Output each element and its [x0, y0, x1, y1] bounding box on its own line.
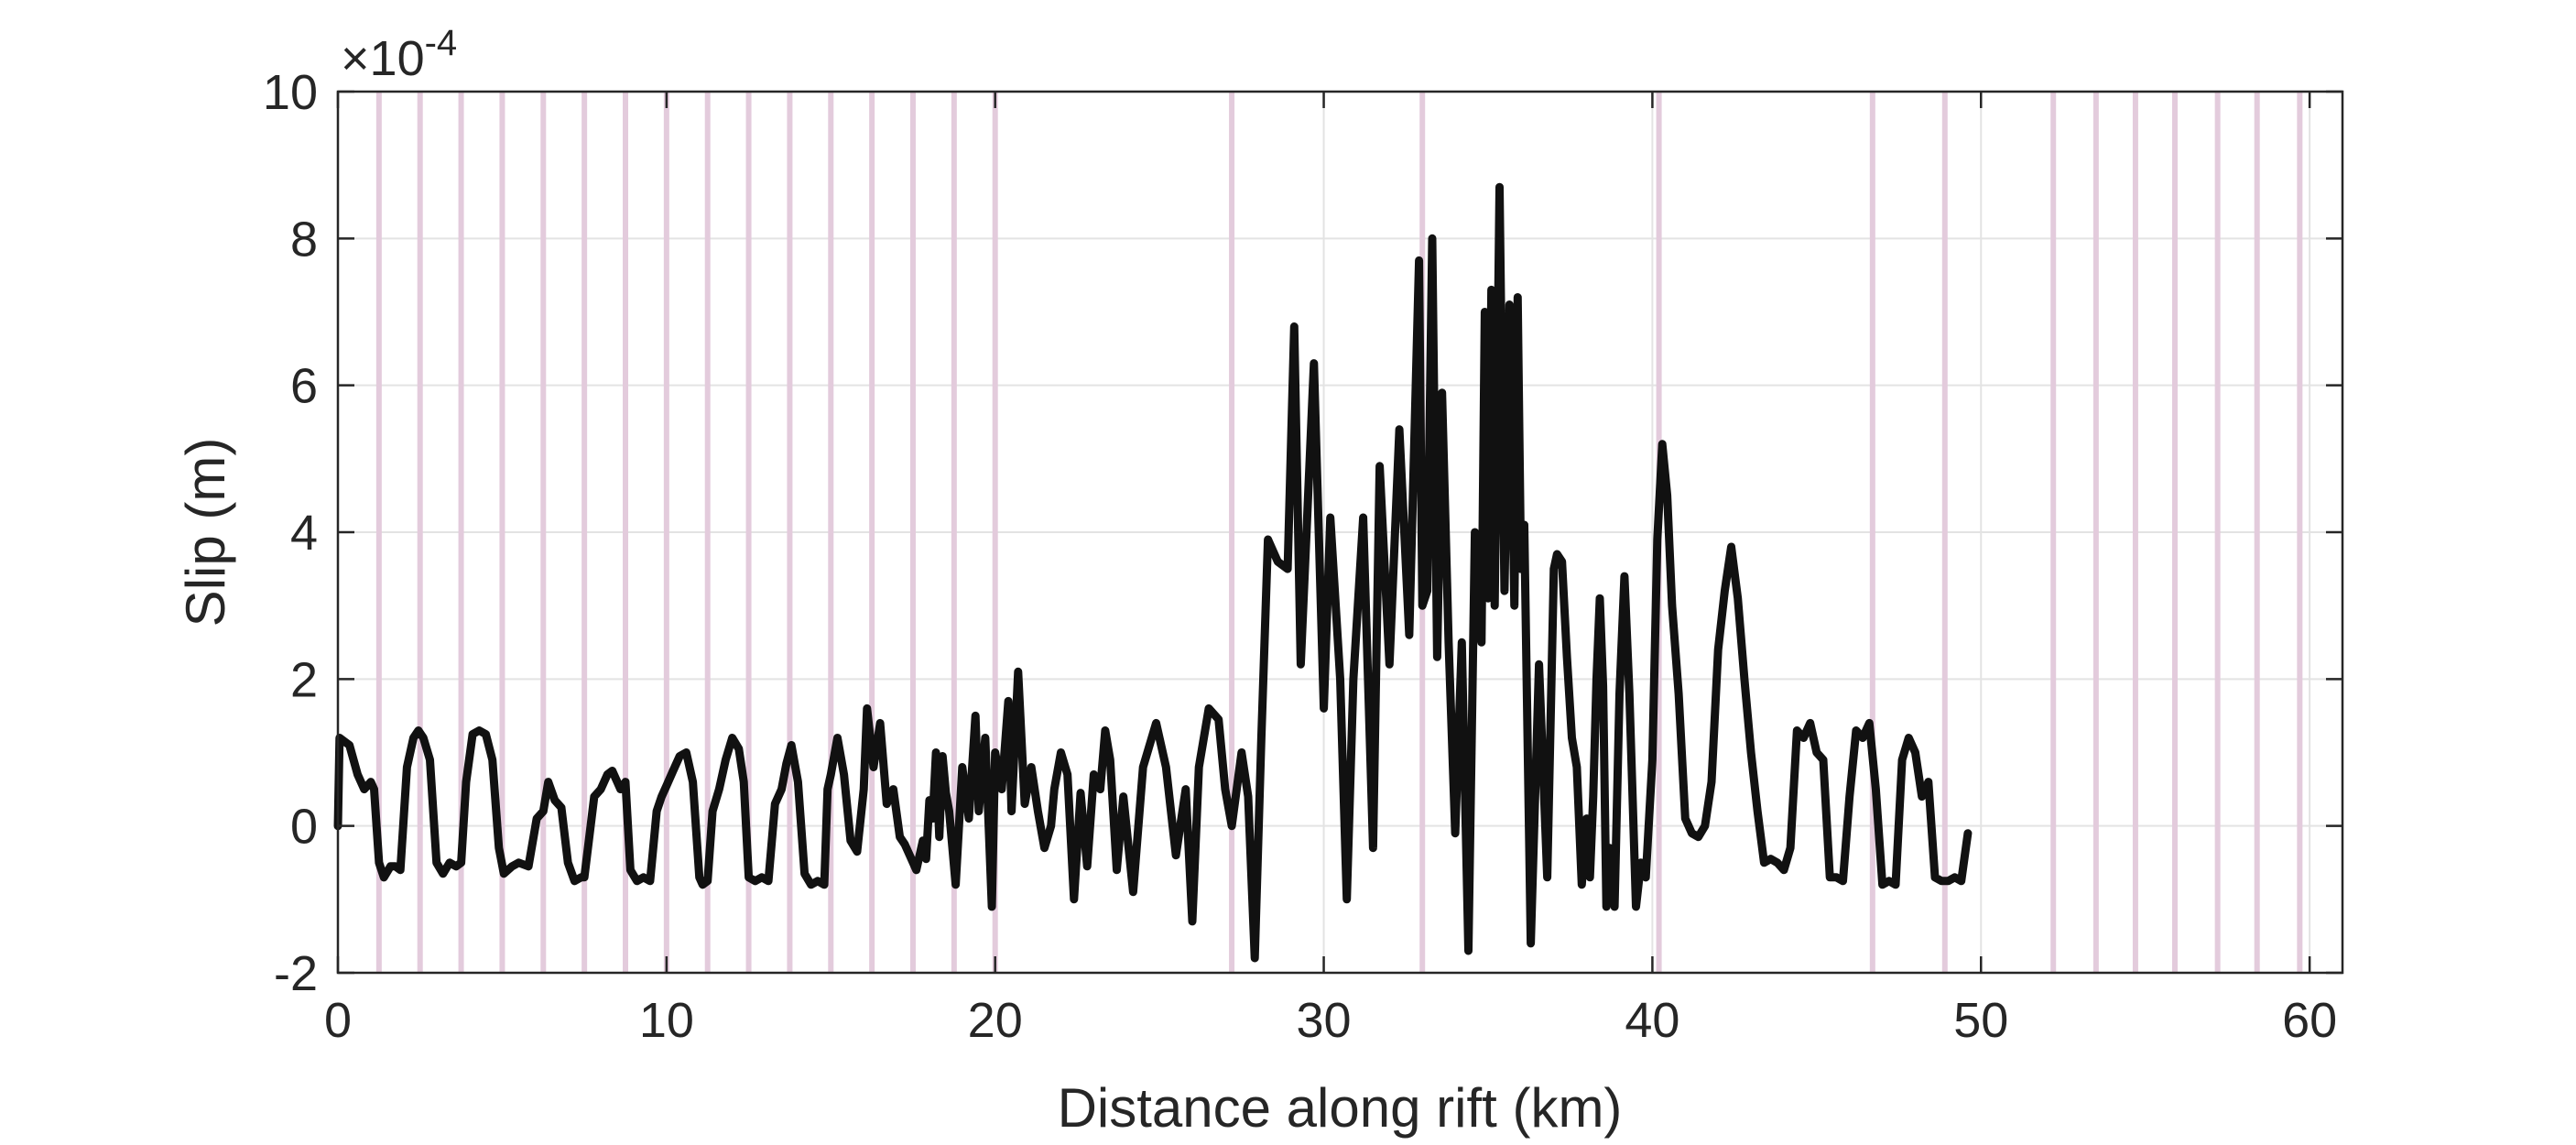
y-tick-label: 8 — [290, 212, 318, 267]
x-tick-label: 50 — [1953, 993, 2008, 1048]
x-axis-label: Distance along rift (km) — [1058, 1077, 1623, 1139]
y-tick-labels: -2 0 2 4 6 8 10 — [263, 65, 318, 1001]
y-tick-label: 2 — [290, 652, 318, 707]
y-exponent-label: ×10-4 — [341, 23, 457, 86]
series-layer — [333, 182, 1973, 963]
y-exponent-base: ×10 — [341, 31, 425, 86]
y-axis-label: Slip (m) — [175, 438, 236, 627]
marker-lines — [375, 92, 2303, 973]
x-tick-label: 30 — [1297, 993, 1352, 1048]
series-line-slip — [333, 182, 1973, 963]
x-tick-label: 60 — [2282, 993, 2337, 1048]
x-tick-label: 0 — [324, 993, 352, 1048]
y-tick-label: 0 — [290, 800, 318, 855]
x-tick-label: 40 — [1625, 993, 1679, 1048]
y-tick-label: 10 — [263, 65, 318, 120]
y-tick-label: 4 — [290, 506, 318, 561]
x-tick-label: 20 — [968, 993, 1023, 1048]
y-tick-label: -2 — [274, 946, 318, 1001]
x-tick-label: 10 — [639, 993, 694, 1048]
x-tick-labels: 0 10 20 30 40 50 60 — [324, 993, 2337, 1048]
tick-marks — [336, 90, 2342, 975]
y-exponent-power: -4 — [425, 23, 458, 63]
y-tick-label: 6 — [290, 359, 318, 414]
